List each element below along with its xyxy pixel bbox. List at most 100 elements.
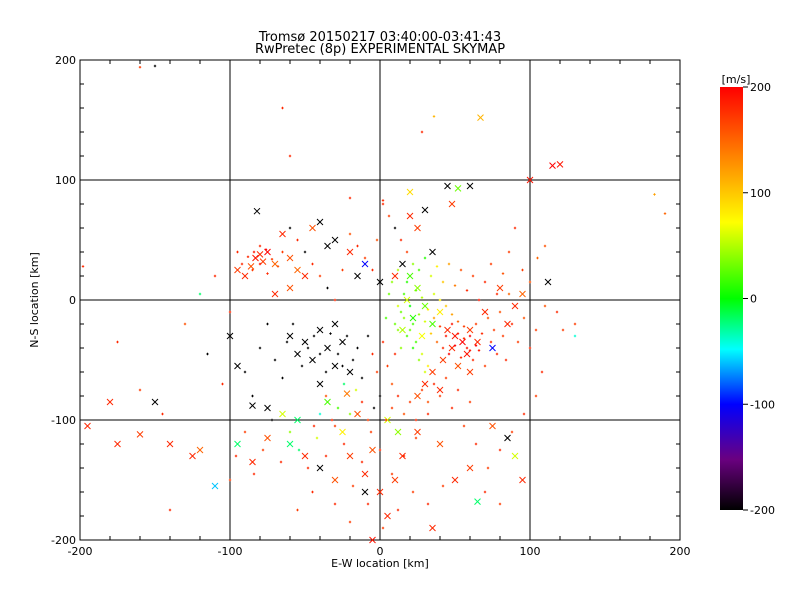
data-point bbox=[228, 478, 232, 482]
data-point bbox=[516, 340, 520, 344]
data-point bbox=[438, 394, 442, 398]
data-point bbox=[451, 476, 459, 484]
data-point bbox=[354, 272, 361, 280]
data-point bbox=[221, 382, 224, 386]
x-tick-label: 100 bbox=[520, 545, 541, 558]
data-point bbox=[528, 346, 532, 350]
data-point bbox=[402, 316, 406, 320]
data-point bbox=[519, 476, 526, 484]
data-point bbox=[236, 250, 239, 254]
data-point bbox=[456, 332, 460, 335]
data-point bbox=[423, 370, 427, 374]
data-point bbox=[444, 304, 448, 308]
data-point bbox=[414, 392, 421, 400]
data-point bbox=[414, 224, 421, 232]
colorbar-tick-label: 200 bbox=[750, 81, 771, 94]
data-point bbox=[438, 298, 442, 302]
data-point bbox=[288, 430, 292, 434]
data-point bbox=[198, 292, 202, 296]
data-point bbox=[333, 298, 337, 302]
data-point bbox=[477, 298, 481, 302]
data-point bbox=[420, 388, 424, 392]
data-point bbox=[534, 328, 538, 332]
data-point bbox=[116, 340, 119, 344]
data-point bbox=[468, 400, 472, 404]
data-point bbox=[333, 502, 337, 506]
data-point bbox=[301, 452, 309, 460]
data-point bbox=[296, 508, 299, 512]
data-point bbox=[348, 232, 352, 236]
data-point bbox=[384, 416, 391, 424]
data-point bbox=[466, 368, 474, 376]
data-point bbox=[286, 254, 294, 262]
data-point bbox=[166, 440, 174, 448]
data-point bbox=[426, 400, 430, 404]
data-point bbox=[360, 376, 364, 380]
data-point bbox=[474, 498, 481, 505]
data-point bbox=[281, 250, 284, 254]
colorbar-ticks: 200 100 0 -100 -200 bbox=[743, 81, 775, 517]
data-point bbox=[453, 284, 457, 287]
data-point bbox=[444, 376, 448, 380]
data-point bbox=[465, 289, 469, 292]
data-point bbox=[84, 422, 91, 430]
data-point bbox=[429, 332, 433, 335]
data-point bbox=[511, 452, 519, 460]
data-point bbox=[303, 250, 307, 254]
data-point bbox=[331, 362, 339, 370]
data-point bbox=[450, 313, 454, 316]
data-point bbox=[251, 268, 254, 272]
data-point bbox=[342, 382, 346, 386]
data-point bbox=[663, 212, 667, 215]
data-point bbox=[356, 346, 359, 350]
data-point bbox=[375, 238, 379, 242]
data-point bbox=[114, 440, 121, 448]
data-point bbox=[243, 430, 247, 434]
data-point bbox=[270, 418, 274, 422]
data-point bbox=[387, 292, 391, 296]
data-point bbox=[411, 490, 415, 494]
data-point bbox=[258, 262, 262, 266]
data-point bbox=[426, 412, 430, 416]
data-point bbox=[426, 308, 430, 311]
data-point bbox=[279, 410, 286, 418]
data-point bbox=[462, 424, 466, 428]
data-point bbox=[498, 502, 502, 506]
data-point bbox=[311, 490, 314, 494]
data-point bbox=[405, 280, 409, 284]
data-point bbox=[153, 64, 157, 68]
data-point bbox=[429, 248, 436, 256]
data-point bbox=[474, 442, 478, 446]
data-point bbox=[276, 265, 280, 268]
data-point bbox=[432, 115, 436, 118]
data-point bbox=[408, 304, 412, 308]
data-point bbox=[454, 185, 462, 192]
data-point bbox=[414, 340, 418, 344]
colorbar-tick-label: 0 bbox=[750, 293, 757, 306]
data-point bbox=[138, 388, 142, 392]
data-point bbox=[540, 370, 544, 374]
data-point bbox=[454, 362, 462, 370]
data-point bbox=[252, 250, 256, 254]
data-point bbox=[468, 349, 472, 352]
data-point bbox=[466, 464, 474, 472]
data-point bbox=[271, 290, 279, 298]
data-point bbox=[466, 326, 474, 334]
data-point bbox=[421, 302, 429, 310]
chart-title: Tromsø 20150217 03:40:00-03:41:43 bbox=[258, 30, 501, 45]
data-point bbox=[390, 280, 394, 284]
data-point bbox=[369, 536, 376, 544]
data-point bbox=[291, 322, 295, 326]
data-point bbox=[396, 508, 400, 512]
data-point bbox=[411, 322, 415, 326]
data-point bbox=[138, 66, 142, 69]
colorbar-tick-label: -200 bbox=[750, 504, 775, 517]
data-point bbox=[393, 226, 397, 230]
y-tick-labels: -200 -100 0 100 200 bbox=[51, 54, 76, 547]
data-point bbox=[316, 326, 324, 334]
data-point bbox=[447, 352, 451, 356]
data-point bbox=[393, 352, 397, 356]
data-point bbox=[444, 326, 451, 334]
data-point bbox=[151, 398, 159, 406]
chart-subtitle: RwPretec (8p) EXPERIMENTAL SKYMAP bbox=[255, 42, 505, 57]
